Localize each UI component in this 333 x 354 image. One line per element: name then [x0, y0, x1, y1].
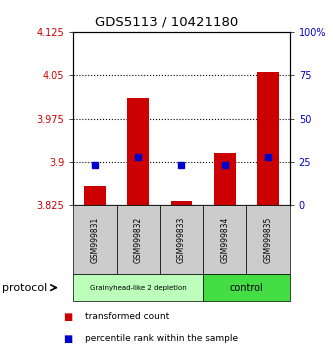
Bar — [257, 72, 279, 205]
Bar — [170, 201, 192, 205]
Bar — [84, 186, 106, 205]
Text: GSM999832: GSM999832 — [134, 217, 143, 263]
Bar — [127, 98, 149, 205]
Text: ■: ■ — [63, 334, 73, 344]
Text: GSM999835: GSM999835 — [263, 217, 273, 263]
Text: GSM999833: GSM999833 — [177, 217, 186, 263]
Text: GSM999831: GSM999831 — [90, 217, 100, 263]
Text: transformed count: transformed count — [85, 312, 169, 321]
Text: ■: ■ — [63, 312, 73, 322]
Text: Grainyhead-like 2 depletion: Grainyhead-like 2 depletion — [90, 285, 186, 291]
Bar — [214, 153, 236, 205]
Text: GDS5113 / 10421180: GDS5113 / 10421180 — [95, 16, 238, 29]
Text: GSM999834: GSM999834 — [220, 217, 229, 263]
Text: percentile rank within the sample: percentile rank within the sample — [85, 334, 238, 343]
Text: control: control — [229, 282, 263, 293]
Text: protocol: protocol — [2, 282, 47, 293]
